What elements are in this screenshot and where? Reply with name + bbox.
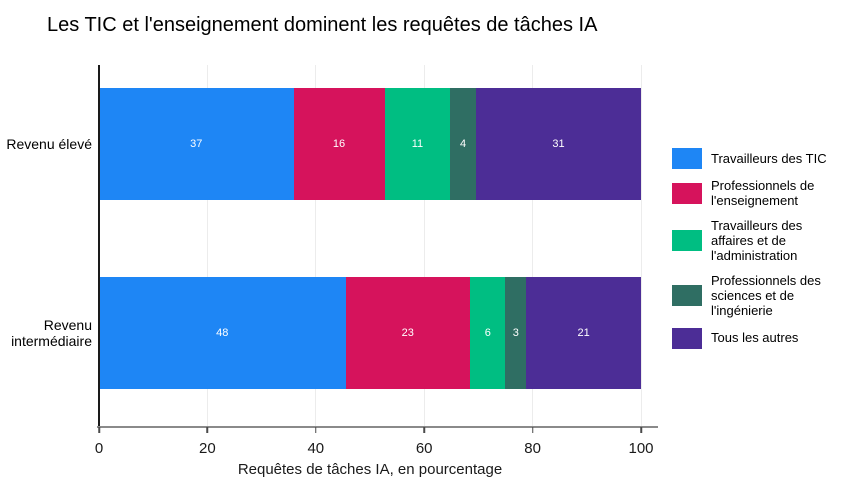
gridline bbox=[423, 65, 425, 427]
x-tick-label: 80 bbox=[524, 440, 541, 457]
legend-swatch bbox=[672, 285, 702, 307]
bar-segment: 6 bbox=[470, 277, 506, 389]
bar-value-label: 31 bbox=[552, 137, 565, 150]
legend-swatch bbox=[672, 182, 702, 204]
x-tick-label: 100 bbox=[628, 440, 654, 457]
bar-value-label: 16 bbox=[332, 137, 346, 150]
legend-label: Professionnels des sciences et de l'ingé… bbox=[711, 272, 821, 319]
x-tick-label: 40 bbox=[307, 440, 325, 457]
bar-segment: 16 bbox=[293, 88, 385, 200]
legend-label: Professionnels de l'enseignement bbox=[711, 178, 815, 209]
bar-segment: 3 bbox=[505, 277, 527, 389]
y-axis-line bbox=[98, 65, 100, 427]
bar-value-label: 3 bbox=[512, 326, 519, 339]
gridline bbox=[206, 65, 208, 427]
legend-swatch bbox=[672, 327, 702, 349]
legend-item: Professionnels des sciences et de l'ingé… bbox=[672, 273, 840, 319]
bar-segment: 4 bbox=[450, 88, 477, 200]
x-tick-mark bbox=[423, 427, 425, 433]
legend-item: Travailleurs des TIC bbox=[672, 148, 840, 169]
bar-segment: 31 bbox=[476, 88, 641, 200]
gridline bbox=[532, 65, 534, 427]
legend-label: Travailleurs des TIC bbox=[711, 150, 827, 166]
x-tick-label: 60 bbox=[415, 440, 433, 457]
bar-segment: 21 bbox=[526, 277, 641, 389]
bar-value-label: 48 bbox=[216, 326, 229, 339]
legend: Travailleurs des TIC Professionnels de l'… bbox=[672, 148, 840, 349]
x-tick-label: 20 bbox=[199, 440, 216, 457]
legend-item: Tous les autres bbox=[672, 327, 840, 349]
bar-segment: 37 bbox=[99, 88, 294, 200]
bar-value-label: 37 bbox=[190, 137, 203, 150]
bar-segment: 23 bbox=[345, 277, 471, 389]
bar-value-label: 11 bbox=[411, 137, 424, 150]
legend-label: Travailleurs des affaires et de l'admini… bbox=[711, 217, 803, 264]
bar-value-label: 6 bbox=[484, 326, 491, 339]
bar-row: 37 16 11 4 31 bbox=[99, 88, 641, 200]
x-tick-label: 0 bbox=[94, 440, 104, 457]
legend-item: Professionnels de l'enseignement bbox=[672, 178, 840, 209]
bar-value-label: 4 bbox=[460, 137, 467, 150]
x-tick-mark bbox=[640, 427, 642, 433]
legend-swatch bbox=[672, 148, 702, 169]
bar-segment: 11 bbox=[384, 88, 451, 200]
x-axis-label: Requêtes de tâches IA, en pourcentage bbox=[237, 461, 503, 478]
bar-value-label: 21 bbox=[577, 326, 590, 339]
legend-swatch bbox=[672, 230, 702, 252]
y-axis-category-label: Revenu élevé bbox=[6, 135, 92, 152]
x-tick-mark bbox=[531, 427, 534, 433]
bar-row: 48 23 6 3 21 bbox=[99, 277, 641, 389]
gridline bbox=[315, 65, 317, 427]
plot-area: 37 16 11 4 31 48 23 6 3 21 bbox=[99, 65, 642, 427]
x-tick-mark bbox=[98, 427, 100, 433]
x-axis-line bbox=[97, 426, 658, 428]
bar-value-label: 23 bbox=[401, 326, 414, 339]
legend-label: Tous les autres bbox=[711, 330, 799, 346]
y-axis-category-label: Revenu intermédiaire bbox=[11, 316, 92, 349]
bar-segment: 48 bbox=[99, 277, 346, 389]
x-tick-mark bbox=[206, 427, 209, 433]
x-tick-mark bbox=[315, 427, 317, 433]
legend-item: Travailleurs des affaires et de l'admini… bbox=[672, 218, 840, 264]
gridline bbox=[640, 65, 642, 427]
chart-title: Les TIC et l'enseignement dominent les r… bbox=[47, 14, 598, 36]
